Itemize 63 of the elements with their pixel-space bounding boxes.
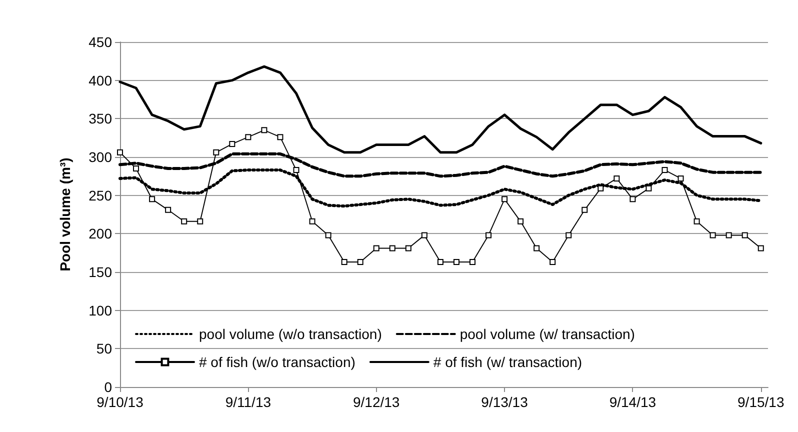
x-tick-label: 9/11/13 — [225, 394, 272, 410]
point — [502, 196, 508, 202]
point — [261, 127, 268, 134]
y-tick-label: 200 — [88, 226, 112, 242]
y-axis-title: Pool volume (m³) — [57, 158, 73, 272]
legend-label: # of fish (w/ transaction) — [433, 354, 582, 370]
point — [678, 175, 684, 182]
x-tick-label: 9/14/13 — [609, 394, 656, 410]
point — [437, 259, 444, 266]
point — [293, 167, 300, 174]
legend-label: pool volume (w/o transaction) — [199, 326, 382, 342]
point — [405, 245, 412, 252]
point — [325, 232, 332, 238]
y-tick-label: 250 — [88, 187, 112, 204]
y-tick-label: 450 — [88, 34, 112, 50]
point — [726, 232, 732, 238]
point — [421, 232, 428, 238]
point — [662, 167, 668, 174]
point — [694, 218, 700, 224]
point — [133, 166, 140, 172]
y-tick-label: 350 — [88, 110, 112, 127]
point — [149, 196, 156, 202]
point — [181, 218, 188, 224]
point — [550, 259, 556, 266]
legend-label: # of fish (w/o transaction) — [199, 354, 356, 370]
point — [341, 259, 348, 266]
point — [710, 232, 716, 238]
point — [582, 206, 588, 213]
point — [742, 232, 748, 238]
y-tick-label: 50 — [96, 340, 112, 357]
point — [117, 149, 123, 156]
y-tick-label: 300 — [88, 149, 112, 165]
y-tick-label: 400 — [88, 72, 112, 88]
point — [197, 218, 204, 224]
point — [630, 196, 636, 202]
point — [646, 185, 652, 192]
point — [534, 245, 540, 252]
point — [229, 140, 236, 147]
point — [486, 232, 492, 238]
point — [453, 259, 460, 266]
point — [373, 245, 380, 252]
point — [277, 134, 284, 140]
line-series — [118, 65, 762, 154]
point — [245, 134, 252, 140]
y-tick-label: 0 — [104, 379, 112, 395]
y-tick-label: 150 — [88, 264, 112, 280]
point — [165, 206, 172, 213]
point — [389, 245, 396, 252]
x-tick-label: 9/15/13 — [738, 394, 784, 410]
y-tick-label: 100 — [88, 302, 112, 318]
x-tick-label: 9/13/13 — [481, 394, 528, 410]
point — [518, 218, 524, 224]
legend-label: pool volume (w/ transaction) — [460, 326, 635, 342]
point — [758, 245, 764, 252]
point — [566, 232, 572, 238]
point — [357, 259, 364, 266]
point — [469, 259, 476, 266]
x-tick-label: 9/10/13 — [96, 394, 144, 410]
point — [213, 149, 220, 156]
point — [309, 218, 316, 224]
x-tick-label: 9/12/13 — [352, 394, 400, 410]
point — [598, 185, 604, 192]
point — [614, 175, 620, 182]
